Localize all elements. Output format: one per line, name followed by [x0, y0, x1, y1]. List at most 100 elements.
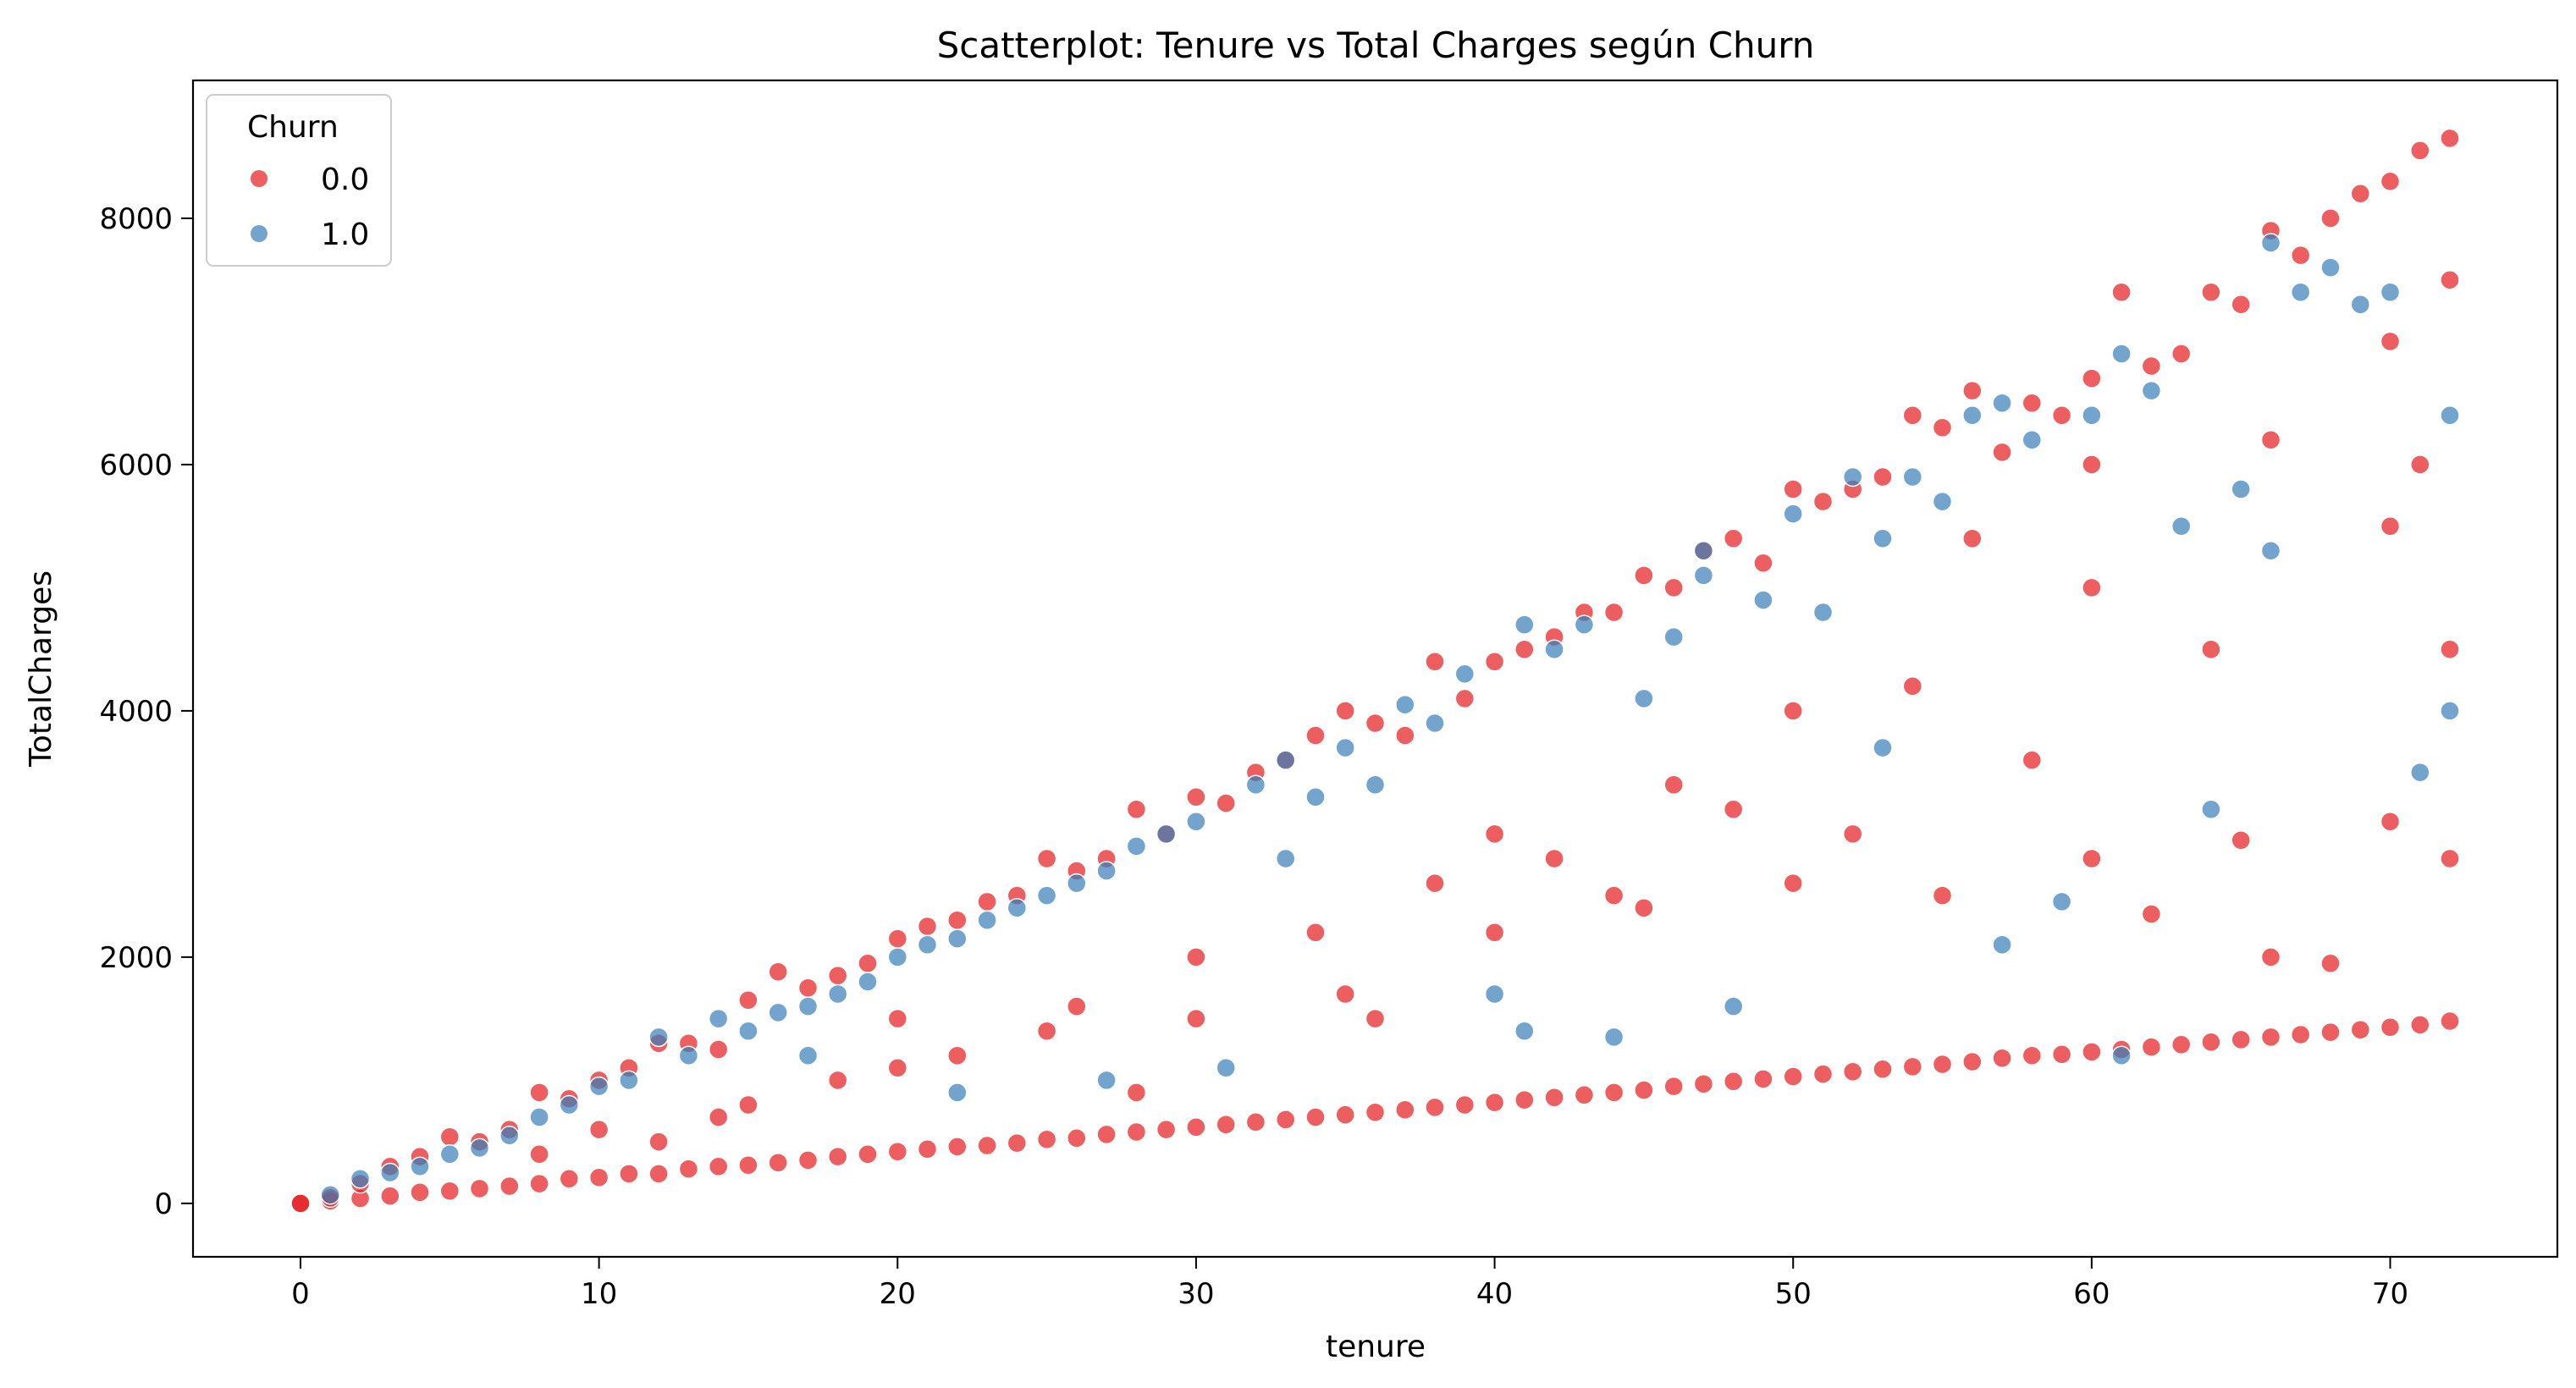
point-churn-0-0-18: [559, 1169, 580, 1189]
point-churn-0-0-134: [2290, 1024, 2311, 1045]
point-churn-0-0-131: [2231, 295, 2251, 315]
point-churn-0-0-91: [1634, 565, 1654, 586]
point-churn-0-0-8: [410, 1182, 430, 1203]
point-churn-0-0-61: [1186, 786, 1206, 807]
point-churn-0-0-94: [1693, 1073, 1714, 1094]
point-churn-0-0-62: [1216, 1114, 1236, 1135]
point-churn-1-0-52: [1873, 528, 1893, 548]
point-churn-0-0-92: [1663, 1076, 1684, 1097]
point-churn-1-0-30: [1216, 1058, 1236, 1078]
point-churn-1-0-17: [827, 983, 848, 1005]
point-churn-0-0-51: [1036, 848, 1057, 869]
point-churn-0-0-101: [1783, 479, 1803, 499]
point-churn-0-0-127: [2171, 344, 2192, 364]
point-churn-0-0-30: [738, 1155, 758, 1176]
point-churn-0-0-140: [2380, 1017, 2401, 1038]
x-tick-label-70: 70: [2372, 1277, 2408, 1311]
point-churn-0-0-81: [1484, 651, 1505, 672]
point-churn-0-0-177: [2410, 454, 2430, 475]
point-churn-0-0-35: [797, 978, 819, 999]
point-churn-0-0-138: [2350, 1019, 2371, 1040]
point-churn-0-0-126: [2171, 1034, 2192, 1055]
point-churn-0-0-10: [439, 1181, 461, 1202]
point-churn-0-0-83: [1514, 639, 1535, 659]
point-churn-1-0-6: [499, 1126, 520, 1146]
point-churn-0-0-142: [2410, 1015, 2430, 1035]
point-churn-0-0-100: [1783, 1066, 1803, 1087]
point-churn-0-0-165: [2141, 904, 2162, 924]
point-churn-0-0-79: [1454, 688, 1476, 709]
point-churn-1-0-7: [529, 1107, 549, 1127]
point-churn-1-0-64: [2231, 479, 2251, 499]
point-churn-0-0-84: [1544, 1087, 1564, 1108]
point-churn-0-0-16: [529, 1173, 549, 1194]
point-churn-1-0-35: [1365, 774, 1386, 795]
point-churn-0-0-186: [1425, 873, 1445, 894]
point-churn-0-0-56: [1126, 1121, 1147, 1143]
point-churn-0-0-54: [1096, 1124, 1117, 1145]
point-churn-0-0-74: [1395, 1099, 1415, 1121]
point-churn-1-0-48: [1753, 590, 1773, 610]
point-churn-0-0-57: [1126, 799, 1147, 820]
point-churn-1-0-26: [1096, 861, 1117, 881]
point-churn-1-0-31: [1245, 774, 1266, 795]
point-churn-0-0-69: [1305, 725, 1326, 746]
x-tick-label-50: 50: [1775, 1277, 1812, 1311]
point-churn-0-0-37: [827, 965, 848, 986]
point-churn-1-0-75: [797, 1045, 819, 1066]
point-churn-0-0-42: [917, 1139, 938, 1159]
point-churn-0-0-1: [290, 1193, 311, 1214]
point-churn-0-0-64: [1245, 1112, 1266, 1132]
point-churn-1-0-69: [2380, 282, 2401, 302]
point-churn-0-0-189: [947, 1045, 968, 1066]
point-churn-0-0-184: [1663, 774, 1684, 795]
point-churn-0-0-28: [708, 1156, 729, 1176]
point-churn-1-0-42: [1574, 614, 1595, 635]
point-churn-0-0-93: [1663, 577, 1684, 598]
point-churn-0-0-108: [1902, 1056, 1923, 1077]
point-churn-0-0-86: [1574, 1085, 1595, 1105]
x-tick-label-20: 20: [880, 1277, 916, 1311]
point-churn-1-0-50: [1812, 602, 1834, 623]
legend-marker-1: [251, 225, 268, 242]
point-churn-1-0-18: [858, 972, 878, 992]
point-churn-0-0-147: [887, 1058, 908, 1078]
point-churn-0-0-63: [1216, 793, 1236, 813]
point-churn-0-0-71: [1335, 701, 1355, 721]
point-churn-0-0-171: [1365, 1008, 1386, 1029]
point-churn-1-0-44: [1634, 688, 1654, 709]
y-tick-label-4000: 4000: [99, 695, 173, 729]
point-churn-0-0-11: [439, 1126, 461, 1148]
point-churn-0-0-158: [2380, 515, 2401, 537]
point-churn-0-0-118: [2051, 1044, 2072, 1065]
x-axis: 0 10 20 30 40 50 60 70: [291, 1257, 2408, 1311]
point-churn-1-0-22: [977, 910, 997, 930]
point-churn-0-0-99: [1753, 553, 1773, 574]
point-churn-0-0-60: [1186, 1116, 1206, 1137]
point-churn-0-0-17: [529, 1082, 549, 1103]
point-churn-0-0-128: [2201, 1032, 2221, 1053]
point-churn-1-0-21: [947, 928, 968, 949]
point-churn-1-0-51: [1842, 466, 1863, 487]
point-churn-0-0-156: [2231, 829, 2251, 851]
point-churn-0-0-40: [887, 1142, 908, 1162]
point-churn-0-0-167: [2320, 953, 2341, 973]
point-churn-1-0-80: [2111, 344, 2132, 364]
point-churn-0-0-139: [2350, 184, 2371, 204]
point-churn-1-0-55: [1962, 405, 1983, 426]
point-churn-0-0-73: [1365, 713, 1386, 734]
point-churn-0-0-104: [1842, 1061, 1863, 1082]
point-churn-0-0-112: [1962, 1051, 1983, 1072]
x-tick-label-30: 30: [1178, 1277, 1214, 1311]
legend: Churn 0.0 1.0: [206, 94, 392, 267]
point-churn-0-0-153: [1783, 873, 1803, 894]
point-churn-0-0-185: [1544, 848, 1564, 869]
y-axis-label: TotalCharges: [24, 570, 58, 768]
point-churn-1-0-78: [1514, 1021, 1535, 1041]
point-churn-0-0-75: [1395, 725, 1415, 746]
point-churn-1-0-73: [1693, 541, 1714, 561]
legend-title: Churn: [247, 110, 339, 145]
point-churn-0-0-68: [1305, 1107, 1326, 1127]
point-churn-1-0-27: [1126, 836, 1147, 856]
point-churn-0-0-141: [2380, 171, 2401, 192]
